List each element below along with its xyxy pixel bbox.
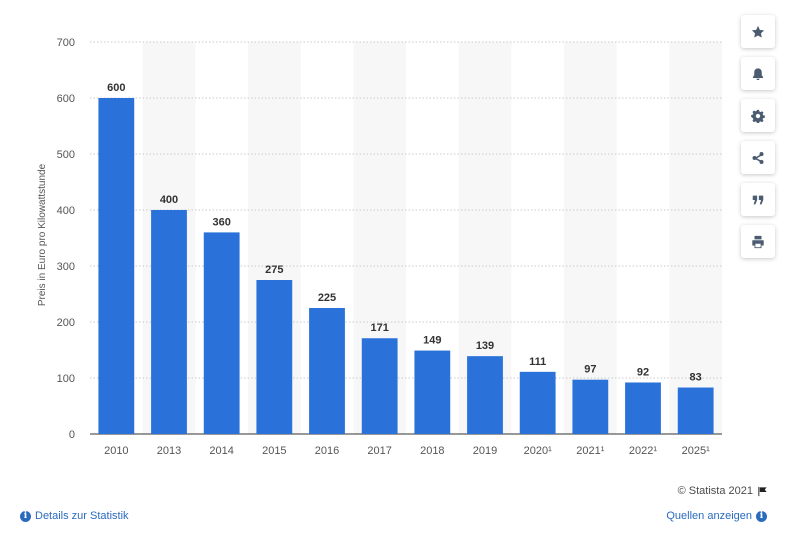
bar-value-label: 139 bbox=[476, 340, 494, 352]
chart-toolbar bbox=[741, 15, 775, 258]
bar-value-label: 275 bbox=[265, 264, 283, 276]
bar bbox=[361, 338, 398, 434]
sources-link[interactable]: Quellen anzeigen i bbox=[666, 510, 767, 522]
y-tick-label: 700 bbox=[57, 37, 75, 49]
bar-value-label: 149 bbox=[423, 335, 441, 347]
bar bbox=[414, 350, 451, 434]
x-tick-label: 2018 bbox=[420, 445, 444, 457]
bar-value-label: 92 bbox=[637, 366, 649, 378]
print-button[interactable] bbox=[741, 225, 775, 258]
x-tick-label: 2019 bbox=[473, 445, 497, 457]
bell-icon bbox=[752, 67, 764, 80]
x-tick-label: 2013 bbox=[157, 445, 181, 457]
column-band bbox=[564, 42, 617, 434]
print-icon bbox=[752, 235, 764, 248]
bar bbox=[309, 308, 345, 434]
bar-value-label: 83 bbox=[690, 372, 702, 384]
sources-label: Quellen anzeigen bbox=[666, 510, 752, 522]
bar-value-label: 360 bbox=[212, 216, 230, 228]
bar bbox=[98, 98, 135, 434]
y-tick-label: 600 bbox=[57, 93, 75, 105]
flag-icon bbox=[758, 486, 767, 496]
copyright-text: © Statista 2021 bbox=[677, 485, 753, 497]
y-tick-label: 400 bbox=[57, 205, 75, 217]
x-tick-label: 2017 bbox=[367, 445, 391, 457]
bar bbox=[151, 210, 187, 434]
info-icon: i bbox=[756, 510, 767, 522]
bar-value-label: 97 bbox=[584, 364, 596, 376]
y-tick-label: 0 bbox=[69, 429, 75, 441]
y-tick-label: 500 bbox=[57, 149, 75, 161]
gear-icon bbox=[751, 109, 765, 123]
share-icon bbox=[752, 151, 764, 164]
bar-value-label: 171 bbox=[370, 322, 388, 334]
settings-button[interactable] bbox=[741, 99, 775, 132]
details-link[interactable]: i Details zur Statistik bbox=[20, 510, 129, 522]
x-tick-label: 2014 bbox=[209, 445, 233, 457]
notification-button[interactable] bbox=[741, 57, 775, 90]
y-axis-label: Preis in Euro pro Kilowattstunde bbox=[37, 163, 48, 306]
x-tick-label: 2021¹ bbox=[576, 445, 604, 457]
bar bbox=[677, 387, 714, 434]
bar bbox=[519, 371, 556, 434]
column-band bbox=[669, 42, 722, 434]
share-button[interactable] bbox=[741, 141, 775, 174]
copyright-notice: © Statista 2021 bbox=[678, 485, 768, 497]
x-tick-label: 2025¹ bbox=[682, 445, 710, 457]
y-tick-label: 100 bbox=[57, 373, 75, 385]
y-tick-label: 200 bbox=[57, 317, 75, 329]
info-icon: i bbox=[20, 510, 31, 522]
favorite-button[interactable] bbox=[741, 15, 775, 48]
bar-value-label: 600 bbox=[107, 82, 125, 94]
quote-icon bbox=[752, 195, 764, 204]
bar-chart: 0 100 200 300 400 500 600 700 Preis in Euro pro … bbox=[37, 37, 722, 457]
bar-value-label: 225 bbox=[318, 292, 336, 304]
bar bbox=[467, 356, 503, 434]
bar-value-label: 400 bbox=[160, 194, 178, 206]
cite-button[interactable] bbox=[741, 183, 775, 216]
star-icon bbox=[751, 25, 765, 38]
x-tick-label: 2022¹ bbox=[629, 445, 657, 457]
y-tick-label: 300 bbox=[57, 261, 75, 273]
x-tick-label: 2020¹ bbox=[524, 445, 552, 457]
details-label: Details zur Statistik bbox=[35, 510, 129, 522]
bar bbox=[572, 379, 609, 434]
bar bbox=[256, 280, 293, 434]
x-tick-label: 2010 bbox=[104, 445, 128, 457]
bar-value-label: 111 bbox=[529, 356, 546, 368]
bar bbox=[203, 232, 240, 434]
x-tick-label: 2016 bbox=[315, 445, 339, 457]
bar bbox=[625, 382, 661, 434]
x-tick-label: 2015 bbox=[262, 445, 286, 457]
